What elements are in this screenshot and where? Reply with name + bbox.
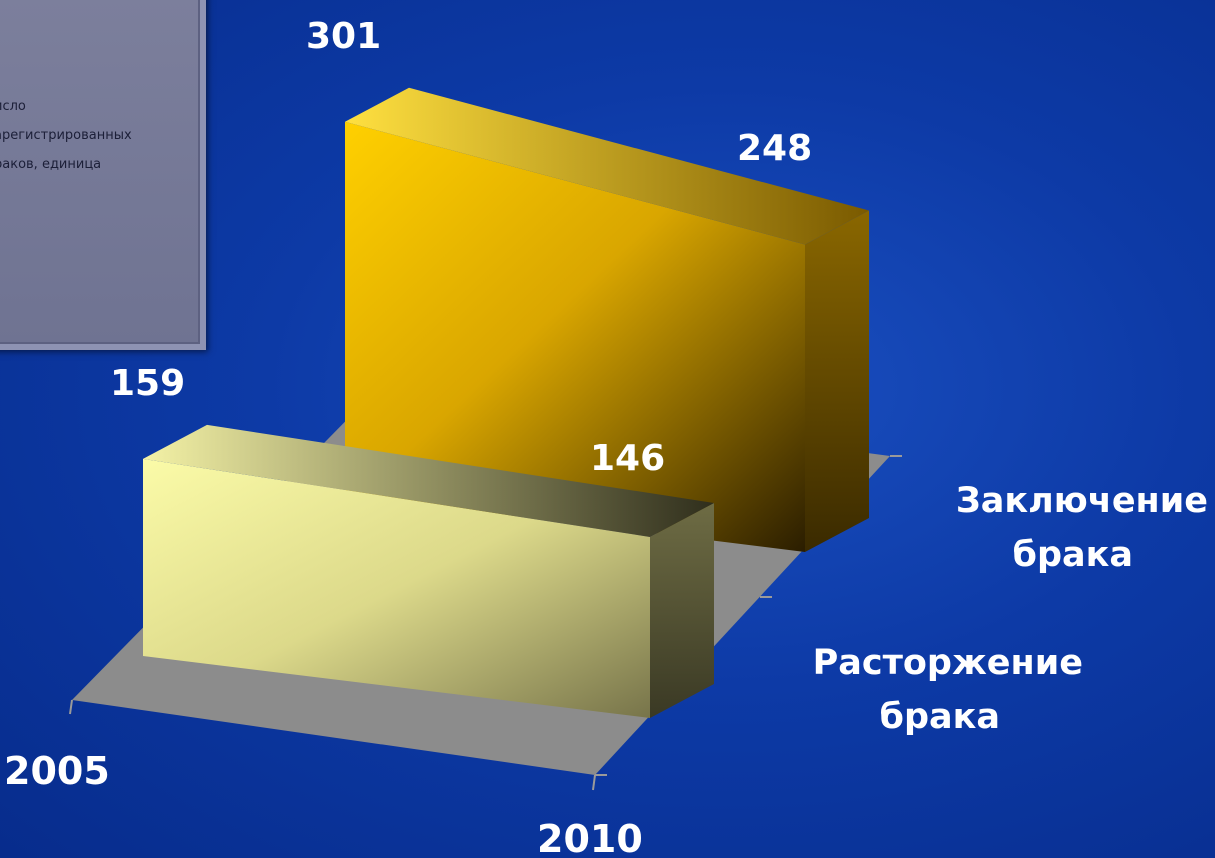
series-label-divorce-line2: брака (880, 697, 1000, 737)
value-label-marriage-2010: 248 (737, 128, 812, 169)
value-label-divorce-2005: 159 (110, 363, 185, 404)
series-label-marriage-line1: Заключение (956, 481, 1208, 521)
bar-divorce (143, 424, 714, 718)
legend-panel: исло арегистрированных раков, единица (0, 0, 206, 350)
bar-marriage (345, 87, 869, 553)
category-label-2005: 2005 (4, 749, 110, 793)
bar-marriage-front (345, 121, 805, 552)
bar-divorce-side (650, 502, 714, 718)
series-label-divorce-line1: Расторжение (813, 643, 1083, 683)
category-label-2010: 2010 (537, 817, 643, 858)
value-label-marriage-2005: 301 (306, 16, 381, 57)
bar-divorce-top (143, 424, 714, 537)
value-label-divorce-2010: 146 (590, 438, 665, 479)
series-label-marriage-line2: брака (1013, 535, 1133, 575)
bar-marriage-side (805, 210, 869, 553)
tick-mark (592, 774, 596, 791)
legend-text: исло арегистрированных раков, единица (0, 99, 132, 172)
tick-mark (69, 699, 73, 715)
bar-divorce-front (143, 458, 650, 718)
bar-marriage-top (345, 87, 869, 245)
